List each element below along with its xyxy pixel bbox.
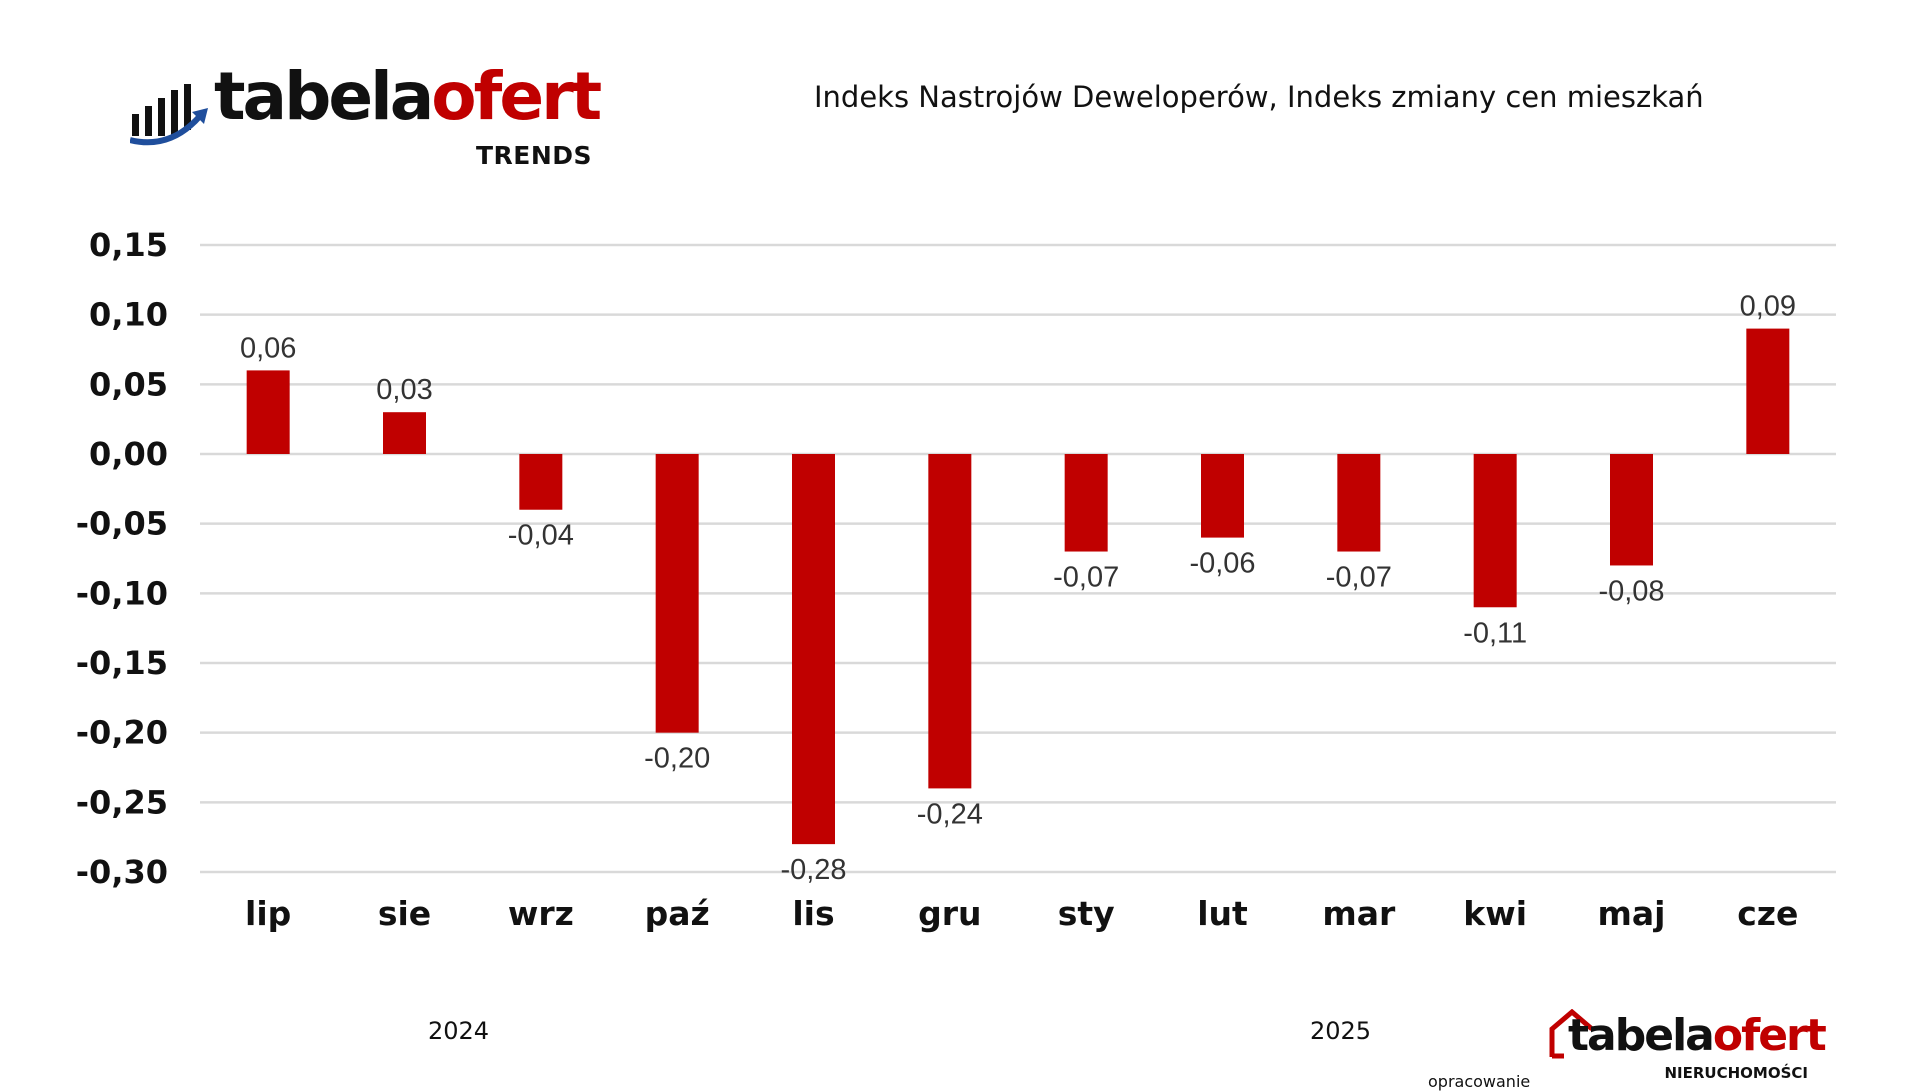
logo-wordmark: tabelaofert (214, 58, 602, 135)
y-tick-label: -0,05 (76, 505, 168, 543)
x-axis-tick-labels: lip sie wrz paź lis gru sty lut mar kwi maj cze (245, 894, 1798, 933)
y-tick-label: 0,00 (89, 435, 168, 473)
footer-logo-wordmark: tabelaofert (1568, 1010, 1827, 1061)
bar (1201, 454, 1244, 538)
bar (519, 454, 563, 510)
data-labels: 0,06 0,03 -0,04 -0,20 -0,28 -0,24 -0,07 -0,06 -0… (240, 291, 1796, 887)
year-label-2025: 2025 (1310, 1017, 1372, 1045)
data-label: -0,20 (644, 743, 710, 775)
x-tick-label: gru (918, 894, 981, 933)
x-tick-label: sie (378, 894, 431, 933)
data-label: 0,03 (376, 374, 432, 406)
bar (1064, 454, 1108, 552)
x-tick-label: mar (1322, 894, 1396, 933)
x-tick-label: wrz (508, 894, 574, 933)
credit-text: opracowanie (1428, 1072, 1531, 1091)
chart-title: Indeks Nastrojów Deweloperów, Indeks zmi… (814, 80, 1704, 114)
x-tick-label: cze (1737, 894, 1798, 933)
data-label: -0,06 (1189, 548, 1255, 580)
data-label: -0,24 (917, 798, 983, 830)
y-tick-label: -0,25 (76, 783, 168, 821)
x-tick-label: lip (245, 894, 291, 933)
bar (383, 412, 426, 454)
data-label: -0,11 (1463, 617, 1527, 649)
house-icon (1549, 1009, 1594, 1059)
growth-bars-icon (130, 84, 208, 146)
data-label: 0,06 (240, 332, 296, 364)
y-axis-tick-labels: 0,15 0,10 0,05 0,00 -0,05 -0,10 -0,15 -0,20 -0,2… (76, 226, 168, 891)
y-tick-label: -0,10 (76, 574, 168, 612)
y-tick-label: 0,10 (89, 296, 168, 334)
x-tick-label: paź (645, 894, 710, 933)
bar-chart: 0,15 0,10 0,05 0,00 -0,05 -0,10 -0,15 -0,20 -0,2… (76, 226, 1836, 933)
y-tick-label: 0,15 (89, 226, 168, 264)
x-tick-label: sty (1058, 894, 1115, 933)
bar (655, 454, 699, 733)
year-label-2024: 2024 (428, 1017, 490, 1045)
bar (792, 454, 835, 845)
y-tick-label: 0,05 (89, 365, 168, 403)
footer-logo-subtitle: NIERUCHOMOŚCI (1664, 1064, 1809, 1082)
x-tick-label: kwi (1463, 894, 1527, 933)
x-tick-label: lut (1197, 894, 1248, 933)
data-label: -0,07 (1053, 562, 1119, 594)
bar (246, 370, 290, 454)
data-label: -0,28 (780, 854, 846, 886)
grid-lines (200, 243, 1836, 874)
y-tick-label: -0,15 (76, 644, 168, 682)
data-label: 0,09 (1740, 291, 1796, 323)
tabelaofert-trends-logo: tabelaofert TRENDS (130, 64, 610, 178)
bar (1473, 454, 1517, 608)
x-tick-label: maj (1598, 894, 1666, 933)
data-label: -0,08 (1598, 575, 1664, 607)
bar (1337, 454, 1381, 552)
y-tick-label: -0,30 (76, 853, 168, 891)
x-tick-label: lis (792, 894, 834, 933)
data-label: -0,07 (1326, 562, 1392, 594)
bar (1746, 328, 1790, 454)
bar (1610, 454, 1653, 566)
bar (928, 454, 972, 789)
tabelaofert-nieruchomosci-logo: tabelaofert NIERUCHOMOŚCI (1548, 1006, 1827, 1082)
y-tick-label: -0,20 (76, 714, 168, 752)
bars (246, 328, 1790, 845)
logo-subtitle: TRENDS (475, 141, 592, 170)
data-label: -0,04 (508, 520, 574, 552)
